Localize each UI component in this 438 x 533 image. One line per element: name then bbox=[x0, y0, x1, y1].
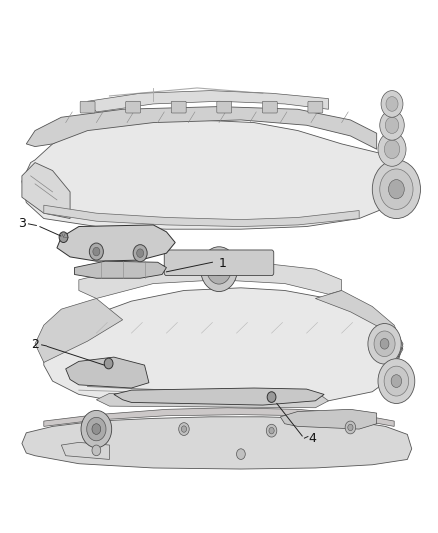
Circle shape bbox=[104, 358, 113, 369]
Circle shape bbox=[92, 424, 101, 434]
Text: 3: 3 bbox=[18, 217, 26, 230]
Circle shape bbox=[59, 232, 68, 243]
Circle shape bbox=[384, 140, 400, 159]
Circle shape bbox=[389, 180, 404, 199]
Text: 2: 2 bbox=[32, 338, 39, 351]
Circle shape bbox=[266, 424, 277, 437]
Circle shape bbox=[348, 424, 353, 431]
Polygon shape bbox=[79, 262, 342, 298]
FancyBboxPatch shape bbox=[308, 101, 323, 113]
Circle shape bbox=[378, 132, 406, 166]
Polygon shape bbox=[61, 442, 110, 459]
Circle shape bbox=[391, 375, 402, 387]
Polygon shape bbox=[26, 107, 377, 149]
FancyBboxPatch shape bbox=[126, 101, 141, 113]
Circle shape bbox=[87, 417, 106, 441]
Polygon shape bbox=[66, 357, 149, 388]
Circle shape bbox=[345, 421, 356, 434]
Circle shape bbox=[179, 423, 189, 435]
FancyBboxPatch shape bbox=[171, 101, 186, 113]
Polygon shape bbox=[114, 388, 324, 405]
Circle shape bbox=[267, 392, 276, 402]
Polygon shape bbox=[44, 205, 359, 227]
Polygon shape bbox=[44, 288, 403, 406]
Circle shape bbox=[201, 247, 237, 292]
Circle shape bbox=[207, 254, 231, 284]
Circle shape bbox=[89, 243, 103, 260]
Polygon shape bbox=[35, 298, 123, 362]
Polygon shape bbox=[22, 417, 412, 469]
Circle shape bbox=[378, 359, 415, 403]
Circle shape bbox=[381, 91, 403, 117]
Circle shape bbox=[214, 263, 224, 276]
FancyBboxPatch shape bbox=[164, 250, 274, 276]
Polygon shape bbox=[96, 393, 328, 408]
Text: 1: 1 bbox=[219, 257, 227, 270]
Circle shape bbox=[181, 426, 187, 432]
Circle shape bbox=[374, 331, 395, 357]
Circle shape bbox=[380, 338, 389, 349]
Polygon shape bbox=[88, 91, 328, 112]
Polygon shape bbox=[44, 408, 394, 426]
Circle shape bbox=[380, 169, 413, 209]
Polygon shape bbox=[22, 120, 403, 229]
Circle shape bbox=[368, 324, 401, 364]
FancyBboxPatch shape bbox=[262, 101, 277, 113]
Circle shape bbox=[386, 96, 398, 111]
Circle shape bbox=[385, 117, 399, 133]
FancyBboxPatch shape bbox=[217, 101, 232, 113]
Text: 4: 4 bbox=[309, 432, 317, 445]
Circle shape bbox=[372, 160, 420, 219]
Circle shape bbox=[269, 427, 274, 434]
Polygon shape bbox=[315, 290, 403, 365]
Circle shape bbox=[133, 245, 147, 262]
Circle shape bbox=[92, 445, 101, 456]
Circle shape bbox=[380, 110, 404, 140]
Polygon shape bbox=[22, 163, 70, 219]
Circle shape bbox=[237, 449, 245, 459]
Circle shape bbox=[93, 247, 100, 256]
Circle shape bbox=[384, 366, 409, 396]
Polygon shape bbox=[280, 409, 377, 429]
Circle shape bbox=[137, 249, 144, 257]
Polygon shape bbox=[57, 225, 175, 261]
Polygon shape bbox=[74, 261, 166, 278]
FancyBboxPatch shape bbox=[80, 101, 95, 113]
Circle shape bbox=[81, 410, 112, 448]
